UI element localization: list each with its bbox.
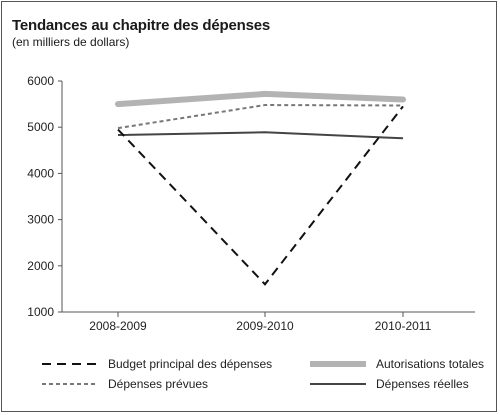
legend-label-0: Budget principal des dépenses: [108, 357, 272, 371]
legend-label-3: Dépenses réelles: [376, 377, 469, 391]
legend-label-2: Dépenses prévues: [108, 377, 208, 391]
legend-label-1: Autorisations totales: [376, 357, 484, 371]
y-tick-label: 4000: [27, 166, 54, 180]
series-line-1: [115, 90, 406, 108]
x-tick-label: 2009-2010: [236, 319, 294, 333]
y-tick-label: 1000: [27, 305, 54, 319]
chart-title: Tendances au chapitre des dépenses: [12, 17, 271, 34]
series-line-2: [117, 104, 404, 130]
y-tick-label: 5000: [27, 120, 54, 134]
series-line-0: [117, 105, 404, 286]
y-tick-label: 6000: [27, 74, 54, 88]
series-line-3: [117, 131, 404, 140]
x-tick-label: 2008-2009: [89, 319, 147, 333]
chart-subtitle: (en milliers de dollars): [12, 35, 130, 49]
x-tick-label: 2010-2011: [375, 319, 432, 333]
y-tick-label: 2000: [27, 259, 54, 273]
y-tick-label: 3000: [27, 213, 54, 227]
